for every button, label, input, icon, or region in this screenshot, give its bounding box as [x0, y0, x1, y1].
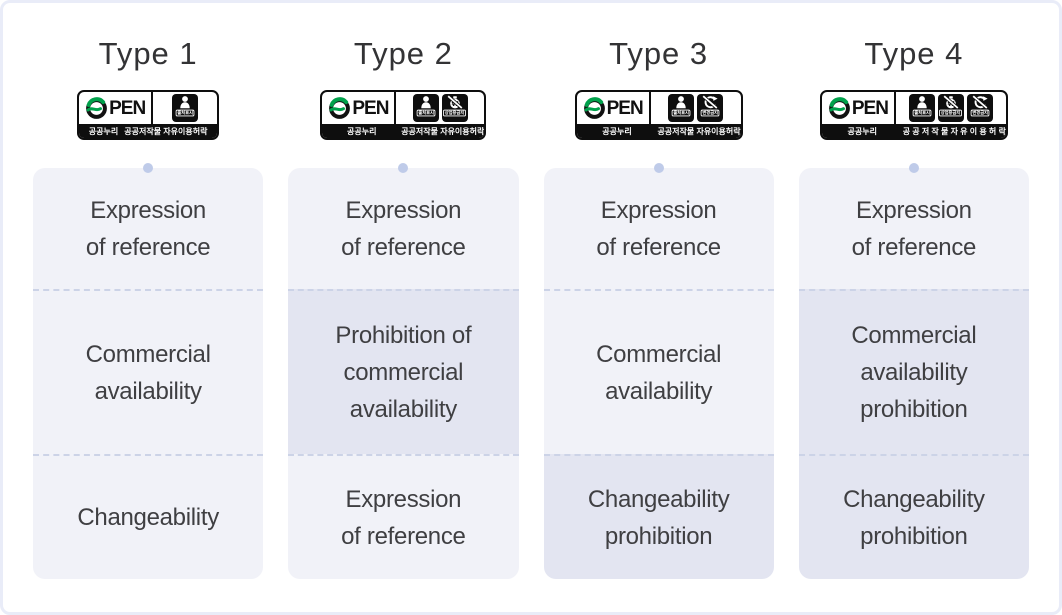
type3-title: Type 3: [609, 36, 709, 71]
license-row-commercial: Commercial availability: [543, 289, 774, 454]
connector-dot: [653, 163, 664, 173]
open-o-icon: [828, 96, 851, 120]
source-attribution-icon: 출처표시: [172, 94, 199, 122]
license-row-commercial: Commercial availability: [33, 289, 264, 454]
license-row-changeability: Changeability: [33, 454, 264, 579]
icon-label: 상업용금지: [443, 109, 467, 117]
kogl-badge-type1: PEN 출처표시 공공누리 공공저작물 자유이용허락: [77, 90, 220, 140]
license-row-expression-2: Expression of reference: [288, 454, 519, 579]
open-label: PEN: [352, 97, 389, 119]
license-row-expression: Expression of reference: [798, 168, 1029, 289]
no-modification-icon: 변경금지: [697, 94, 724, 122]
icon-label: 출처표시: [416, 109, 436, 117]
kogl-name-label: 공공누리: [847, 126, 877, 136]
open-logo: PEN: [322, 92, 394, 124]
license-text-label: 공공저작물 자유이용허락: [657, 126, 741, 136]
type2-column: Type 2 PEN 출처표시 상업용금지: [288, 31, 519, 579]
open-logo: PEN: [822, 92, 894, 124]
type1-column: Type 1 PEN 출처표시 공공누리: [33, 31, 264, 579]
type1-title: Type 1: [98, 36, 198, 71]
icon-label: 상업용금지: [939, 109, 963, 117]
license-row-no-change: Changeability prohibition: [798, 454, 1029, 579]
open-o-icon: [328, 96, 351, 120]
kogl-badge-type4: PEN 출처표시 상업용금지 변경금지: [819, 90, 1008, 140]
badge-divider: [648, 92, 651, 124]
open-o-icon: [583, 96, 606, 120]
badge-divider: [893, 92, 896, 124]
badge-footer: 공공누리 공공저작물 자유이용허락: [576, 124, 741, 138]
icon-label: 출처표시: [671, 109, 691, 117]
type-comparison-grid: Type 1 PEN 출처표시 공공누리: [3, 3, 1059, 579]
open-o-icon: [85, 96, 108, 120]
license-text-label: 공공저작물 자유이용허락: [124, 126, 208, 136]
type1-license-card: Expression of reference Commercial avail…: [33, 163, 264, 579]
badge-footer: 공공누리 공 공 저 작 물 자 유 이 용 허 락: [821, 124, 1006, 138]
source-attribution-icon: 출처표시: [668, 94, 695, 122]
badge-footer: 공공누리 공공저작물 자유이용허락: [79, 124, 218, 138]
connector-dot: [908, 163, 919, 173]
type4-column: Type 4 PEN 출처표시 상업용금지: [798, 31, 1029, 579]
type4-title: Type 4: [864, 36, 964, 71]
badge-icons: 출처표시 변경금지: [651, 92, 741, 124]
type2-license-card: Expression of reference Prohibition of c…: [288, 163, 519, 579]
type3-license-card: Expression of reference Commercial avail…: [543, 163, 774, 579]
open-logo: PEN: [577, 92, 649, 124]
type4-license-card: Expression of reference Commercial avail…: [798, 163, 1029, 579]
type2-title: Type 2: [353, 36, 453, 71]
license-text-label: 공공저작물 자유이용허락: [401, 126, 485, 136]
license-row-no-change: Changeability prohibition: [543, 454, 774, 579]
kogl-badge-type2: PEN 출처표시 상업용금지 공공누리 공공저작물 자유이용허락: [320, 90, 487, 140]
license-row-expression: Expression of reference: [33, 168, 264, 289]
open-label: PEN: [606, 97, 644, 119]
source-attribution-icon: 출처표시: [908, 94, 935, 122]
kogl-name-label: 공공누리: [88, 126, 119, 136]
no-commercial-use-icon: 상업용금지: [937, 94, 964, 122]
license-row-no-commercial: Commercial availability prohibition: [798, 289, 1029, 454]
badge-divider: [151, 92, 154, 124]
no-commercial-use-icon: 상업용금지: [441, 94, 468, 122]
license-row-expression: Expression of reference: [543, 168, 774, 289]
connector-dot: [398, 163, 409, 173]
badge-divider: [394, 92, 397, 124]
open-label: PEN: [851, 97, 889, 119]
badge-footer: 공공누리 공공저작물 자유이용허락: [322, 124, 485, 138]
license-text-label: 공 공 저 작 물 자 유 이 용 허 락: [902, 126, 1006, 136]
icon-label: 변경금지: [700, 109, 720, 117]
kogl-name-label: 공공누리: [602, 126, 632, 136]
badge-icons: 출처표시 상업용금지 변경금지: [896, 92, 1006, 124]
license-row-no-commercial: Prohibition of commercial availability: [288, 289, 519, 454]
connector-dot: [143, 163, 154, 173]
kogl-badge-type3: PEN 출처표시 변경금지 공공누리 공공저작물 자유이용허락: [574, 90, 743, 140]
source-attribution-icon: 출처표시: [412, 94, 439, 122]
type3-column: Type 3 PEN 출처표시 변경금지: [543, 31, 774, 579]
license-row-expression: Expression of reference: [288, 168, 519, 289]
badge-icons: 출처표시 상업용금지: [396, 92, 484, 124]
icon-label: 출처표시: [175, 109, 195, 117]
icon-label: 출처표시: [912, 109, 932, 117]
badge-icons: 출처표시: [153, 92, 217, 124]
open-label: PEN: [109, 97, 146, 119]
open-logo: PEN: [79, 92, 151, 124]
icon-label: 변경금지: [970, 109, 990, 117]
no-modification-icon: 변경금지: [966, 94, 993, 122]
kogl-name-label: 공공누리: [347, 126, 377, 136]
